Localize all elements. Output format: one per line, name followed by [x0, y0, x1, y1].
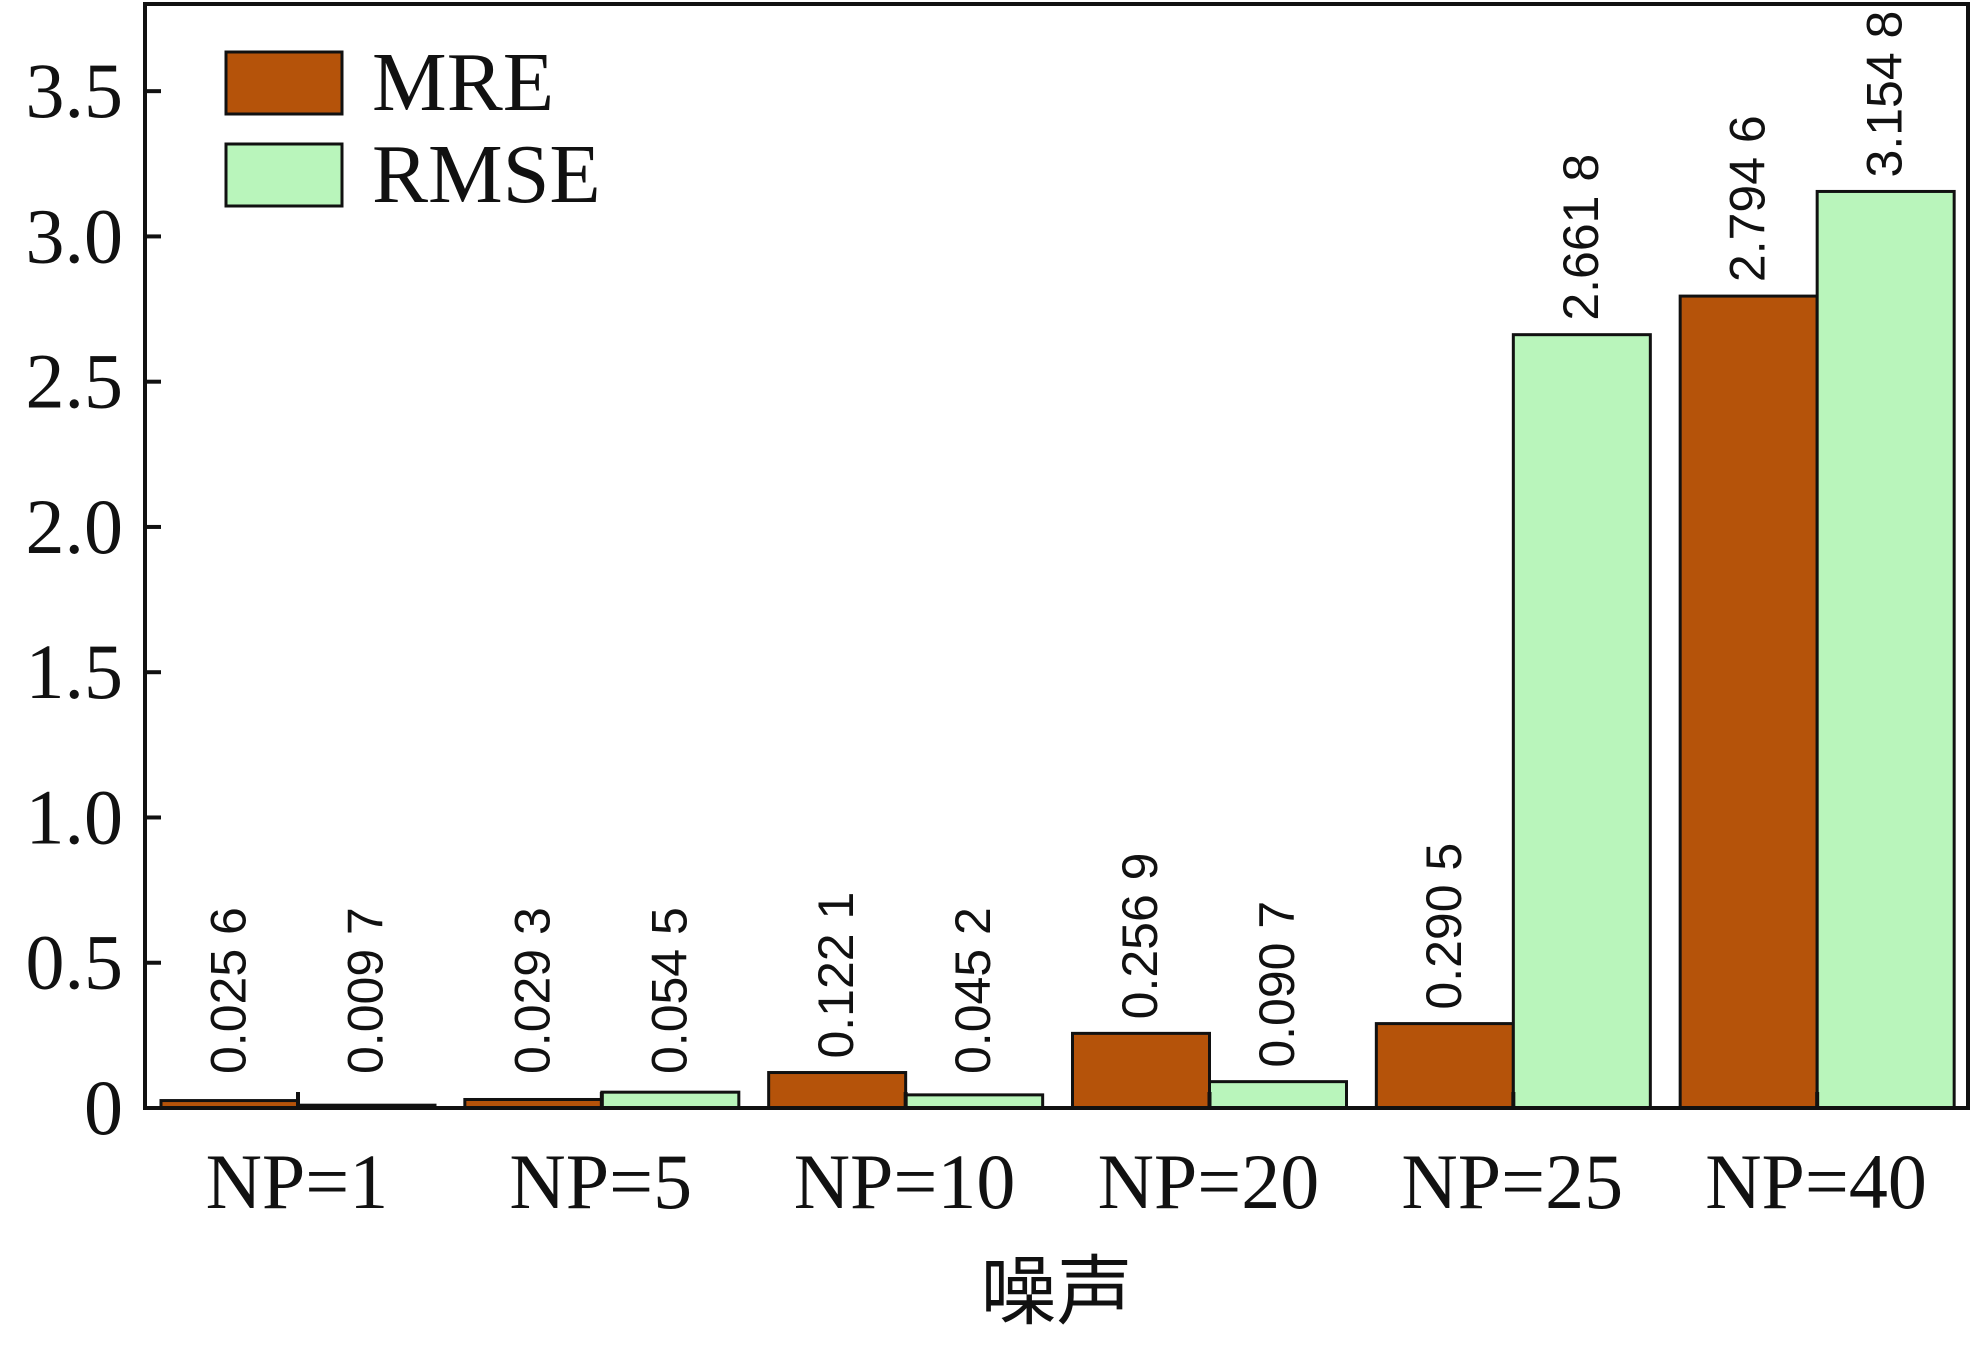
- bar-rmse: [600, 1090, 741, 1110]
- data-label: 2.794 6: [1720, 115, 1776, 282]
- bar-rmse: [1208, 1080, 1348, 1110]
- legend-swatch-rmse: [224, 142, 344, 208]
- x-axis-title: 噪声: [981, 1247, 1133, 1336]
- data-label: 3.154 8: [1857, 11, 1913, 178]
- y-tick-label: 3.0: [26, 192, 124, 279]
- y-tick-label: 0: [84, 1064, 123, 1151]
- y-tick-label: 3.5: [26, 47, 124, 134]
- bar-mre: [1071, 1031, 1211, 1110]
- plot-frame: [143, 2, 1970, 1110]
- y-tick-label: 2.5: [26, 338, 124, 425]
- data-label: 0.290 5: [1416, 843, 1472, 1010]
- bar-rmse: [1511, 333, 1652, 1110]
- data-label: 0.090 7: [1249, 901, 1305, 1068]
- data-label: 2.661 8: [1553, 154, 1609, 321]
- data-label: 0.029 3: [504, 907, 560, 1074]
- legend-swatch-mre: [224, 50, 344, 116]
- legend-label-rmse: RMSE: [372, 128, 601, 221]
- category-label: NP=5: [509, 1138, 692, 1225]
- category-label: NP=25: [1401, 1138, 1623, 1225]
- y-tick-label: 2.0: [26, 483, 124, 570]
- legend-label-mre: MRE: [372, 36, 554, 129]
- data-label: 0.009 7: [338, 907, 394, 1074]
- data-label: 0.256 9: [1112, 853, 1168, 1020]
- data-label: 0.054 5: [641, 907, 697, 1074]
- bar-mre: [767, 1071, 908, 1110]
- category-label: NP=40: [1705, 1138, 1927, 1225]
- data-label: 0.025 6: [201, 907, 257, 1074]
- category-label: NP=20: [1098, 1138, 1320, 1225]
- bar-mre: [1678, 294, 1819, 1110]
- y-tick-label: 1.0: [26, 773, 124, 860]
- category-label: NP=10: [794, 1138, 1016, 1225]
- data-label: 0.045 2: [945, 907, 1001, 1074]
- y-tick-label: 1.5: [26, 628, 124, 715]
- category-label: NP=1: [206, 1138, 389, 1225]
- bar-mre: [1374, 1022, 1515, 1110]
- y-tick-label: 0.5: [26, 919, 124, 1006]
- bar-rmse: [1815, 189, 1956, 1110]
- data-label: 0.122 1: [808, 892, 864, 1059]
